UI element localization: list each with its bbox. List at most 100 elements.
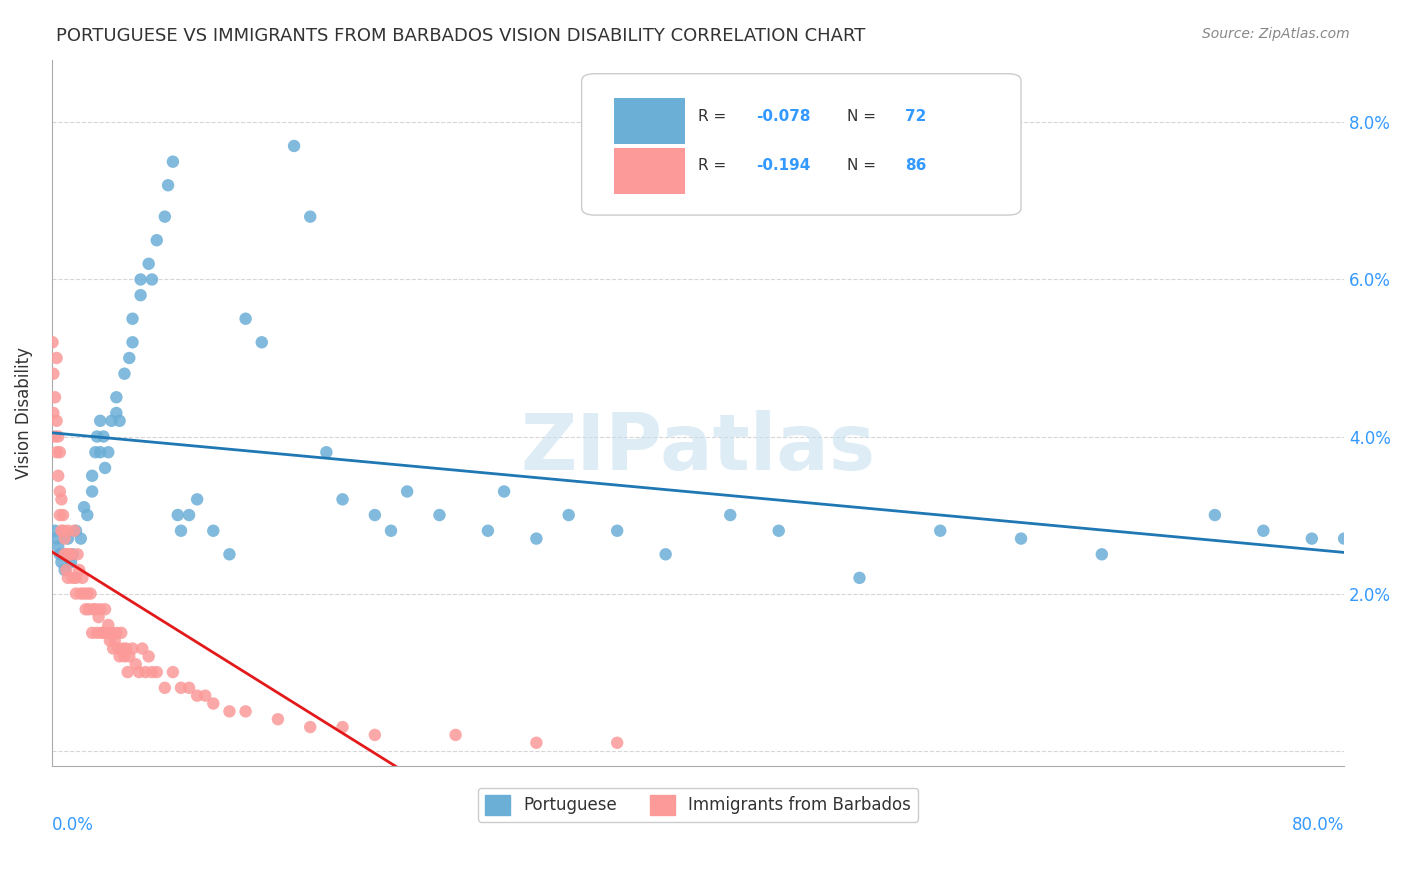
- Point: [141, 272, 163, 286]
- Point: [170, 681, 193, 695]
- Point: [93, 429, 115, 443]
- Point: [60, 555, 83, 569]
- Point: [82, 468, 104, 483]
- Point: [477, 524, 499, 538]
- Point: [121, 335, 143, 350]
- Point: [100, 625, 122, 640]
- Point: [49, 508, 72, 522]
- Point: [118, 351, 141, 365]
- Point: [114, 367, 136, 381]
- Point: [82, 625, 104, 640]
- Point: [129, 288, 152, 302]
- Point: [105, 625, 128, 640]
- Point: [90, 625, 112, 640]
- Point: [177, 508, 200, 522]
- Point: [117, 665, 139, 679]
- Point: [65, 586, 87, 600]
- Point: [526, 736, 548, 750]
- Point: [89, 602, 111, 616]
- Point: [53, 563, 76, 577]
- Point: [56, 532, 79, 546]
- Legend: Portuguese, Immigrants from Barbados: Portuguese, Immigrants from Barbados: [478, 788, 918, 822]
- Point: [218, 547, 240, 561]
- Point: [332, 492, 354, 507]
- Point: [141, 665, 163, 679]
- Point: [41, 335, 63, 350]
- Point: [62, 571, 84, 585]
- Point: [332, 720, 354, 734]
- Point: [1204, 508, 1226, 522]
- Point: [46, 468, 69, 483]
- Point: [44, 429, 66, 443]
- Point: [364, 728, 387, 742]
- Point: [145, 233, 167, 247]
- Point: [166, 508, 188, 522]
- Point: [444, 728, 467, 742]
- Point: [56, 571, 79, 585]
- Point: [121, 311, 143, 326]
- Point: [51, 492, 73, 507]
- Point: [98, 633, 121, 648]
- Point: [45, 532, 67, 546]
- Point: [108, 414, 131, 428]
- Point: [138, 649, 160, 664]
- Point: [45, 414, 67, 428]
- Point: [170, 524, 193, 538]
- Point: [97, 618, 120, 632]
- Point: [848, 571, 870, 585]
- Point: [49, 484, 72, 499]
- Point: [51, 555, 73, 569]
- Point: [45, 445, 67, 459]
- Text: ZIPatlas: ZIPatlas: [520, 410, 876, 486]
- Text: 0.0%: 0.0%: [52, 816, 94, 834]
- Point: [96, 625, 118, 640]
- Y-axis label: Vision Disability: Vision Disability: [15, 347, 32, 479]
- Point: [1333, 532, 1355, 546]
- Point: [87, 610, 110, 624]
- Text: N =: N =: [846, 158, 880, 173]
- Point: [718, 508, 741, 522]
- Point: [77, 602, 100, 616]
- Point: [51, 524, 73, 538]
- Point: [84, 602, 107, 616]
- Text: PORTUGUESE VS IMMIGRANTS FROM BARBADOS VISION DISABILITY CORRELATION CHART: PORTUGUESE VS IMMIGRANTS FROM BARBADOS V…: [56, 27, 866, 45]
- Point: [267, 712, 290, 726]
- Point: [396, 484, 419, 499]
- Point: [56, 524, 79, 538]
- Point: [44, 390, 66, 404]
- Point: [93, 625, 115, 640]
- Text: Source: ZipAtlas.com: Source: ZipAtlas.com: [1202, 27, 1350, 41]
- Point: [69, 532, 91, 546]
- FancyBboxPatch shape: [582, 74, 1021, 215]
- Point: [131, 641, 153, 656]
- Point: [101, 641, 124, 656]
- Point: [66, 547, 89, 561]
- Text: 86: 86: [904, 158, 927, 173]
- Point: [115, 641, 138, 656]
- Point: [100, 414, 122, 428]
- Point: [768, 524, 790, 538]
- Point: [1301, 532, 1323, 546]
- Point: [42, 406, 65, 420]
- Point: [108, 649, 131, 664]
- Point: [58, 547, 80, 561]
- Point: [83, 602, 105, 616]
- Point: [73, 500, 96, 515]
- Point: [235, 704, 257, 718]
- Point: [89, 445, 111, 459]
- Point: [145, 665, 167, 679]
- Point: [606, 736, 628, 750]
- Point: [55, 547, 77, 561]
- Point: [94, 461, 117, 475]
- Point: [202, 697, 225, 711]
- Point: [1010, 532, 1032, 546]
- Point: [299, 210, 322, 224]
- Point: [55, 563, 77, 577]
- Point: [67, 563, 90, 577]
- Point: [364, 508, 387, 522]
- Point: [60, 547, 83, 561]
- Point: [89, 414, 111, 428]
- Point: [69, 586, 91, 600]
- Point: [186, 689, 208, 703]
- Point: [134, 665, 156, 679]
